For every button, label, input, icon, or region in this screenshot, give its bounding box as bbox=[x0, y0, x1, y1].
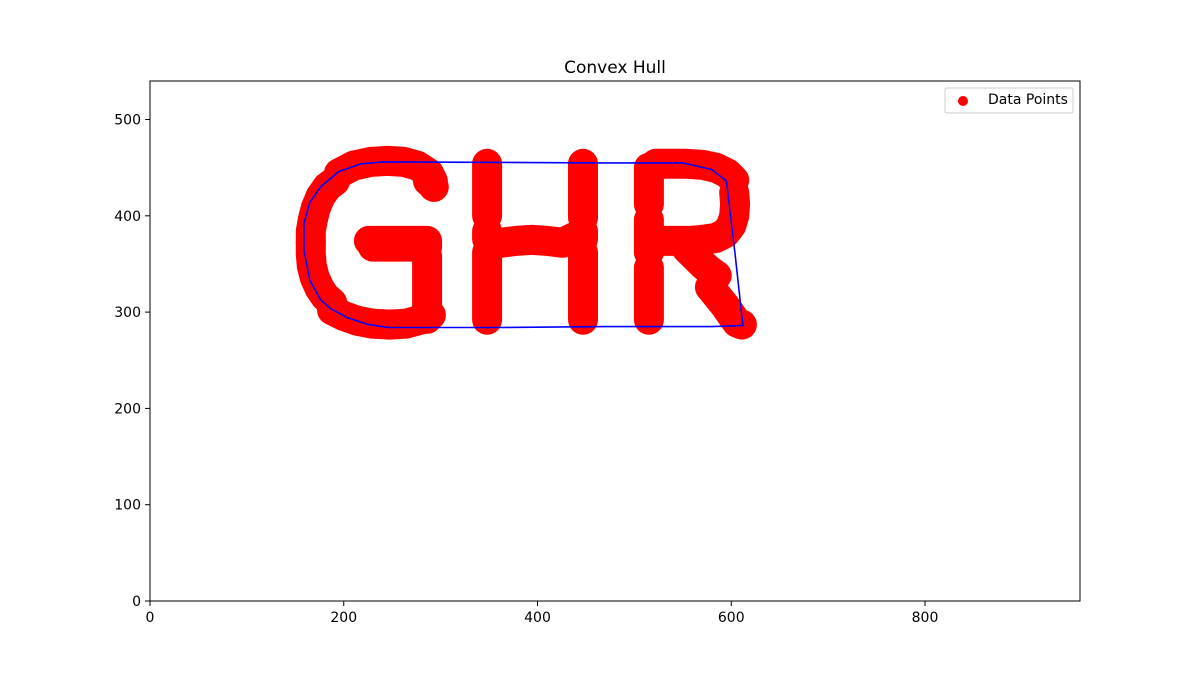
convex-hull-line bbox=[303, 161, 744, 329]
legend: Data Points bbox=[944, 87, 1074, 114]
data-stroke-r-bowl-top bbox=[640, 148, 750, 196]
y-tick-label: 200 bbox=[114, 401, 141, 417]
data-stroke-g-left-lower bbox=[295, 227, 348, 318]
x-tick-label: 400 bbox=[524, 610, 551, 626]
x-tick-label: 0 bbox=[146, 610, 155, 626]
y-tick-label: 400 bbox=[114, 209, 141, 225]
legend-marker bbox=[958, 96, 968, 106]
legend-box bbox=[944, 87, 1074, 114]
x-tick-label: 800 bbox=[912, 610, 939, 626]
data-stroke-g-crossbar bbox=[353, 225, 443, 262]
axes-frame bbox=[149, 80, 1081, 602]
legend-label: Data Points bbox=[988, 92, 1068, 108]
data-stroke-r-leg-lower bbox=[694, 272, 757, 340]
y-tick-label: 500 bbox=[114, 113, 141, 129]
x-tick-label: 600 bbox=[718, 610, 745, 626]
axis-ticks: 0 200 400 600 800 0 100 200 300 400 500 bbox=[114, 113, 938, 626]
y-tick-label: 100 bbox=[114, 498, 141, 514]
data-stroke-g-top-cap bbox=[413, 166, 449, 202]
data-stroke-h-crossbar bbox=[485, 222, 590, 258]
chart-title: Convex Hull bbox=[564, 58, 666, 78]
y-tick-label: 0 bbox=[132, 594, 141, 610]
y-tick-label: 300 bbox=[114, 305, 141, 321]
x-tick-label: 200 bbox=[330, 610, 357, 626]
plot-area bbox=[295, 145, 757, 340]
